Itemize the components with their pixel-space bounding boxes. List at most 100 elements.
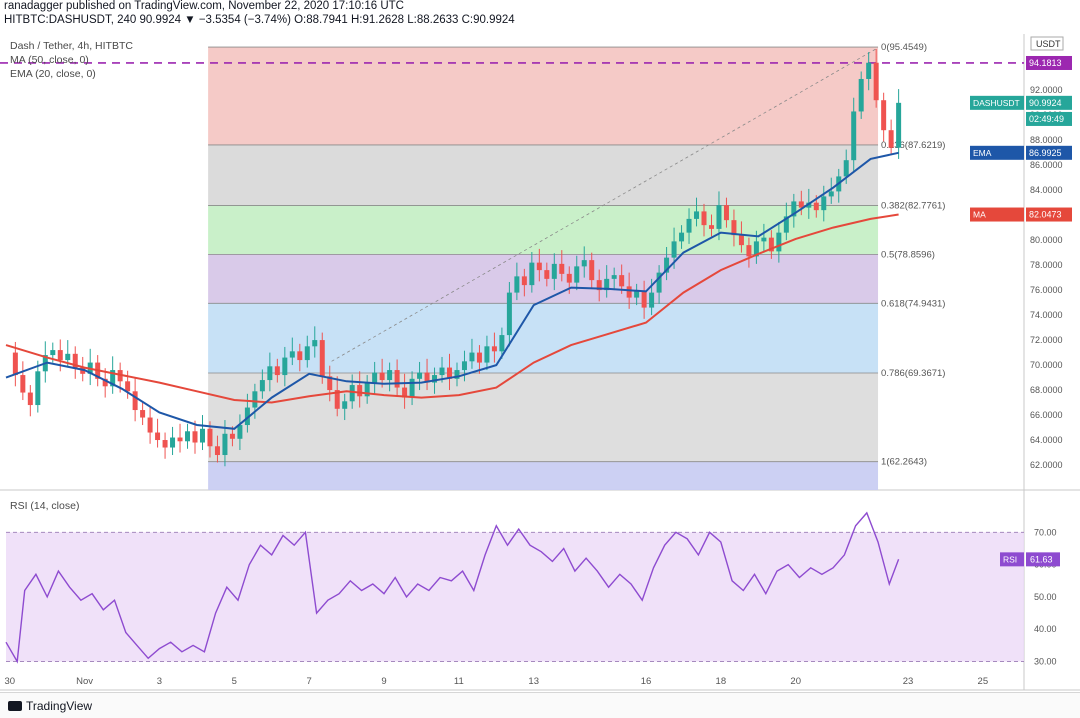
candle-body — [896, 102, 902, 148]
candle-body — [185, 431, 191, 442]
candle-body — [806, 202, 812, 208]
candle-body — [873, 62, 879, 101]
candle-body — [536, 262, 542, 271]
candle-body — [551, 263, 557, 279]
candle-body — [289, 351, 295, 358]
fib-label-0.382: 0.382(82.7761) — [881, 200, 945, 211]
candle-body — [454, 370, 460, 379]
price-tick-label: 70.0000 — [1030, 360, 1063, 370]
candle-body — [327, 376, 333, 391]
fib-band-0 — [208, 47, 879, 145]
price-tick-label: 88.0000 — [1030, 135, 1063, 145]
candle-body — [671, 241, 677, 258]
candle-body — [65, 353, 71, 361]
price-tag-ma-value: 82.0473 — [1029, 210, 1062, 220]
symbol-name: HITBTC:DASHUSDT, 240 — [4, 14, 137, 26]
candle-body — [611, 275, 617, 279]
time-tick-label: 9 — [381, 676, 386, 687]
candle-body — [379, 372, 385, 381]
candle-body — [641, 291, 647, 308]
candle-body — [334, 390, 340, 409]
candle-body — [791, 201, 797, 217]
candle-body — [50, 350, 56, 356]
candle-body — [708, 225, 714, 229]
candle-body — [259, 380, 265, 392]
candle-body — [387, 370, 393, 381]
candle-body — [664, 257, 670, 273]
candle-body — [364, 382, 370, 397]
tradingview-logo[interactable]: TradingView — [8, 699, 92, 713]
rsi-tick-label: 30.00 — [1034, 657, 1057, 667]
candle-body — [476, 352, 482, 363]
ohlc-values: 90.9924 ▼ −3.5354 (−3.74%) O:88.7941 H:9… — [139, 14, 515, 26]
price-tag-dashusdt-value: 90.9924 — [1029, 98, 1062, 108]
candle-body — [881, 100, 887, 131]
candle-body — [319, 340, 325, 377]
candle-body — [626, 286, 632, 298]
chart-title: Dash / Tether, 4h, HITBTC — [10, 40, 133, 52]
candle-body — [499, 335, 505, 352]
candle-body — [110, 370, 116, 387]
candle-body — [252, 391, 258, 408]
candle-body — [843, 160, 849, 177]
candle-body — [394, 370, 400, 388]
candle-body — [783, 216, 789, 233]
candle-body — [589, 260, 595, 281]
price-tick-label: 62.0000 — [1030, 460, 1063, 470]
candle-body — [469, 352, 475, 362]
price-tag-level-bg — [1026, 55, 1072, 70]
candle-body — [27, 392, 33, 406]
price-tick-label: 74.0000 — [1030, 310, 1063, 320]
price-tag-level-value: 94.1813 — [1029, 58, 1062, 68]
candle-body — [282, 357, 288, 376]
tradingview-mark-icon — [8, 701, 22, 711]
candle-body — [619, 275, 625, 287]
fib-band-0.786 — [208, 372, 879, 462]
time-tick-label: 11 — [454, 676, 464, 687]
candle-body — [214, 446, 220, 456]
rsi-tag-label: RSI — [1003, 554, 1017, 564]
unit-label: USDT — [1036, 39, 1061, 49]
fib-band-0.618 — [208, 303, 879, 373]
candle-body — [604, 278, 610, 291]
candle-body — [768, 237, 774, 252]
candle-body — [192, 431, 198, 443]
fib-label-0.5: 0.5(78.8596) — [881, 249, 935, 260]
price-chart[interactable]: 0(95.4549) 0.236(87.6219) 0.382(82.7761) 0.… — [0, 0, 1080, 692]
candle-body — [297, 351, 303, 361]
candle-body — [649, 292, 655, 308]
candle-body — [559, 263, 565, 274]
candle-body — [244, 407, 250, 426]
price-tick-label: 78.0000 — [1030, 260, 1063, 270]
candle-body — [35, 371, 41, 406]
price-tag-countdown-value: 02:49:49 — [1029, 114, 1064, 124]
time-tick-label: 5 — [232, 676, 237, 687]
time-tick-label: 20 — [790, 676, 801, 687]
time-tick-label: 18 — [716, 676, 727, 687]
price-tick-label: 64.0000 — [1030, 435, 1063, 445]
fib-label-0.786: 0.786(69.3671) — [881, 368, 945, 379]
candle-body — [888, 130, 894, 148]
candle-body — [72, 353, 78, 368]
price-tick-label: 66.0000 — [1030, 410, 1063, 420]
candle-body — [858, 78, 864, 112]
candle-body — [304, 346, 310, 361]
candle-body — [102, 378, 108, 387]
candle-body — [170, 437, 176, 448]
price-tag-ma-label-bg — [970, 207, 1024, 222]
candle-body — [140, 410, 146, 418]
time-tick-label: 13 — [528, 676, 539, 687]
price-tick-label: 84.0000 — [1030, 185, 1063, 195]
price-tick-label: 86.0000 — [1030, 160, 1063, 170]
candle-body — [222, 433, 228, 456]
price-tag-ema-label: EMA — [973, 148, 992, 158]
rsi-tag-value-bg — [1026, 552, 1060, 567]
candle-body — [162, 440, 168, 448]
candle-body — [514, 276, 520, 293]
candle-body — [342, 401, 348, 409]
rsi-tag-label-bg — [1000, 552, 1024, 567]
candle-body — [409, 378, 415, 398]
candle-body — [761, 237, 767, 242]
fib-label-0.618: 0.618(74.9431) — [881, 298, 945, 309]
time-tick-label: 25 — [978, 676, 989, 687]
